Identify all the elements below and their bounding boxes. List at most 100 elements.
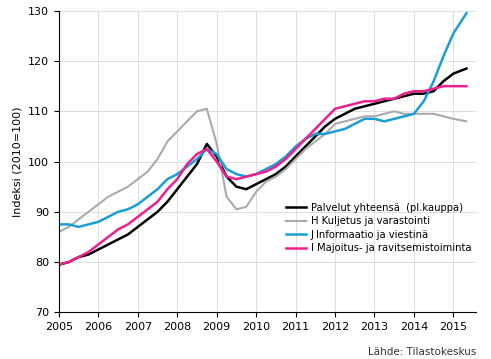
J Informaatio ja viestinä: [244, 174, 249, 179]
Palvelut yhteensä  (pl.kauppa): [372, 102, 378, 106]
Palvelut yhteensä  (pl.kauppa): [342, 112, 348, 116]
I Majoitus- ja ravitsemistoiminta: [283, 157, 289, 161]
Palvelut yhteensä  (pl.kauppa): [382, 99, 387, 103]
Palvelut yhteensä  (pl.kauppa): [76, 255, 82, 259]
H Kuljetus ja varastointi: [204, 107, 210, 111]
Palvelut yhteensä  (pl.kauppa): [253, 182, 259, 186]
I Majoitus- ja ravitsemistoiminta: [253, 172, 259, 176]
J Informaatio ja viestinä: [56, 222, 62, 227]
H Kuljetus ja varastointi: [263, 180, 269, 184]
I Majoitus- ja ravitsemistoiminta: [244, 174, 249, 179]
I Majoitus- ja ravitsemistoiminta: [342, 104, 348, 108]
Palvelut yhteensä  (pl.kauppa): [391, 97, 397, 101]
H Kuljetus ja varastointi: [382, 112, 387, 116]
J Informaatio ja viestinä: [332, 129, 338, 134]
Palvelut yhteensä  (pl.kauppa): [332, 117, 338, 121]
Legend: Palvelut yhteensä  (pl.kauppa), H Kuljetus ja varastointi, J Informaatio ja vies: Palvelut yhteensä (pl.kauppa), H Kuljetu…: [286, 202, 471, 253]
H Kuljetus ja varastointi: [342, 119, 348, 123]
J Informaatio ja viestinä: [283, 154, 289, 159]
Palvelut yhteensä  (pl.kauppa): [214, 154, 219, 159]
H Kuljetus ja varastointi: [184, 119, 190, 123]
I Majoitus- ja ravitsemistoiminta: [352, 102, 358, 106]
Palvelut yhteensä  (pl.kauppa): [115, 237, 121, 242]
I Majoitus- ja ravitsemistoiminta: [125, 222, 131, 227]
Line: Palvelut yhteensä  (pl.kauppa): Palvelut yhteensä (pl.kauppa): [59, 69, 466, 265]
Y-axis label: Indeksi (2010=100): Indeksi (2010=100): [12, 106, 23, 217]
H Kuljetus ja varastointi: [464, 119, 469, 123]
J Informaatio ja viestinä: [234, 172, 240, 176]
J Informaatio ja viestinä: [312, 132, 318, 136]
Palvelut yhteensä  (pl.kauppa): [421, 92, 427, 96]
I Majoitus- ja ravitsemistoiminta: [391, 97, 397, 101]
I Majoitus- ja ravitsemistoiminta: [332, 107, 338, 111]
H Kuljetus ja varastointi: [362, 114, 368, 118]
H Kuljetus ja varastointi: [135, 177, 141, 181]
Palvelut yhteensä  (pl.kauppa): [302, 144, 308, 149]
H Kuljetus ja varastointi: [322, 132, 328, 136]
J Informaatio ja viestinä: [362, 117, 368, 121]
I Majoitus- ja ravitsemistoiminta: [66, 260, 72, 264]
H Kuljetus ja varastointi: [105, 195, 111, 199]
H Kuljetus ja varastointi: [450, 117, 456, 121]
Palvelut yhteensä  (pl.kauppa): [204, 142, 210, 146]
Palvelut yhteensä  (pl.kauppa): [362, 104, 368, 108]
Palvelut yhteensä  (pl.kauppa): [244, 187, 249, 191]
H Kuljetus ja varastointi: [253, 190, 259, 194]
H Kuljetus ja varastointi: [76, 217, 82, 222]
H Kuljetus ja varastointi: [223, 195, 229, 199]
Palvelut yhteensä  (pl.kauppa): [431, 89, 436, 93]
I Majoitus- ja ravitsemistoiminta: [234, 177, 240, 181]
Palvelut yhteensä  (pl.kauppa): [174, 187, 180, 191]
J Informaatio ja viestinä: [293, 144, 299, 149]
I Majoitus- ja ravitsemistoiminta: [76, 255, 82, 259]
Palvelut yhteensä  (pl.kauppa): [312, 134, 318, 139]
J Informaatio ja viestinä: [464, 11, 469, 15]
Palvelut yhteensä  (pl.kauppa): [464, 66, 469, 71]
H Kuljetus ja varastointi: [66, 225, 72, 229]
I Majoitus- ja ravitsemistoiminta: [431, 87, 436, 91]
I Majoitus- ja ravitsemistoiminta: [372, 99, 378, 103]
J Informaatio ja viestinä: [66, 222, 72, 227]
J Informaatio ja viestinä: [145, 195, 151, 199]
H Kuljetus ja varastointi: [214, 142, 219, 146]
H Kuljetus ja varastointi: [234, 207, 240, 211]
I Majoitus- ja ravitsemistoiminta: [174, 177, 180, 181]
Palvelut yhteensä  (pl.kauppa): [56, 262, 62, 267]
I Majoitus- ja ravitsemistoiminta: [164, 187, 170, 191]
Palvelut yhteensä  (pl.kauppa): [125, 232, 131, 237]
J Informaatio ja viestinä: [194, 157, 200, 161]
H Kuljetus ja varastointi: [174, 129, 180, 134]
J Informaatio ja viestinä: [105, 215, 111, 219]
I Majoitus- ja ravitsemistoiminta: [464, 84, 469, 88]
H Kuljetus ja varastointi: [155, 157, 161, 161]
J Informaatio ja viestinä: [174, 172, 180, 176]
I Majoitus- ja ravitsemistoiminta: [263, 169, 269, 174]
Palvelut yhteensä  (pl.kauppa): [401, 94, 407, 98]
Line: H Kuljetus ja varastointi: H Kuljetus ja varastointi: [59, 109, 466, 232]
J Informaatio ja viestinä: [342, 127, 348, 131]
J Informaatio ja viestinä: [411, 112, 417, 116]
I Majoitus- ja ravitsemistoiminta: [273, 164, 279, 169]
H Kuljetus ja varastointi: [421, 112, 427, 116]
I Majoitus- ja ravitsemistoiminta: [401, 92, 407, 96]
I Majoitus- ja ravitsemistoiminta: [194, 152, 200, 156]
J Informaatio ja viestinä: [273, 162, 279, 166]
H Kuljetus ja varastointi: [85, 210, 91, 214]
J Informaatio ja viestinä: [155, 187, 161, 191]
Palvelut yhteensä  (pl.kauppa): [95, 247, 101, 252]
I Majoitus- ja ravitsemistoiminta: [322, 117, 328, 121]
J Informaatio ja viestinä: [204, 147, 210, 151]
Line: I Majoitus- ja ravitsemistoiminta: I Majoitus- ja ravitsemistoiminta: [59, 86, 466, 265]
I Majoitus- ja ravitsemistoiminta: [312, 127, 318, 131]
I Majoitus- ja ravitsemistoiminta: [115, 227, 121, 232]
Palvelut yhteensä  (pl.kauppa): [283, 164, 289, 169]
J Informaatio ja viestinä: [76, 225, 82, 229]
Text: Lähde: Tilastokeskus: Lähde: Tilastokeskus: [368, 347, 476, 357]
I Majoitus- ja ravitsemistoiminta: [362, 99, 368, 103]
Palvelut yhteensä  (pl.kauppa): [145, 217, 151, 222]
J Informaatio ja viestinä: [352, 122, 358, 126]
Palvelut yhteensä  (pl.kauppa): [135, 225, 141, 229]
J Informaatio ja viestinä: [431, 79, 436, 83]
H Kuljetus ja varastointi: [56, 230, 62, 234]
J Informaatio ja viestinä: [135, 202, 141, 206]
